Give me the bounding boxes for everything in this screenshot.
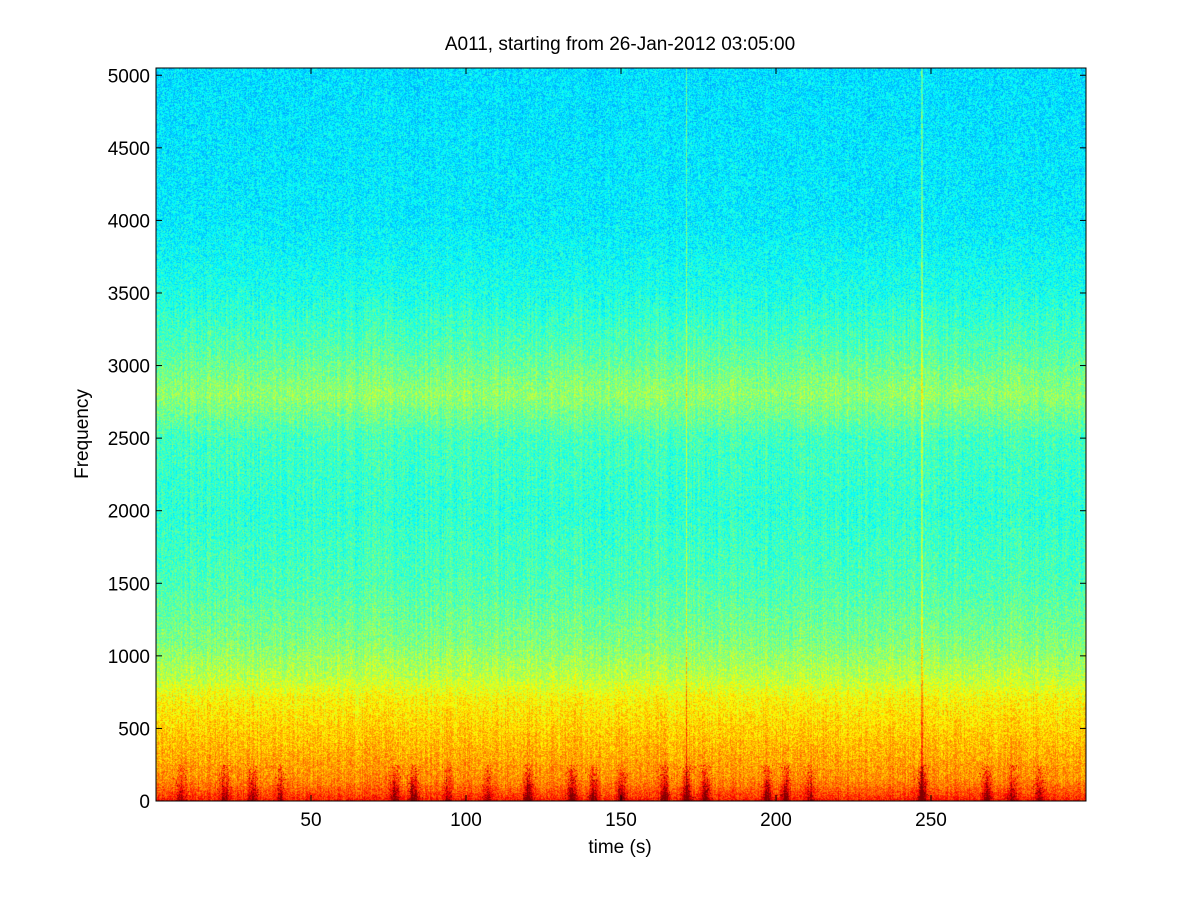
x-tick-label: 150 <box>605 810 637 831</box>
x-tick-label: 50 <box>300 810 321 831</box>
y-axis: 0 500 1000 1500 2000 2500 3000 3500 4000 4500 5000 <box>108 66 1086 813</box>
y-tick-label: 1000 <box>108 647 150 668</box>
y-tick-label: 3500 <box>108 284 150 305</box>
y-tick-label: 5000 <box>108 66 150 87</box>
x-axis: 50 100 150 200 250 <box>300 68 947 831</box>
spectrogram-image <box>156 68 1086 801</box>
x-axis-label: time (s) <box>588 837 651 858</box>
y-tick-label: 4000 <box>108 211 150 232</box>
y-tick-label: 0 <box>139 792 150 813</box>
y-tick-label: 500 <box>118 719 150 740</box>
y-tick-label: 1500 <box>108 574 150 595</box>
chart-title: A011, starting from 26-Jan-2012 03:05:00 <box>445 34 795 55</box>
x-tick-label: 100 <box>450 810 482 831</box>
y-tick-label: 2500 <box>108 429 150 450</box>
y-tick-label: 3000 <box>108 357 150 378</box>
x-tick-label: 250 <box>915 810 947 831</box>
y-tick-label: 4500 <box>108 139 150 160</box>
plot-area <box>155 67 1087 802</box>
y-tick-label: 2000 <box>108 502 150 523</box>
y-axis-label: Frequency <box>72 389 93 479</box>
x-tick-label: 200 <box>760 810 792 831</box>
